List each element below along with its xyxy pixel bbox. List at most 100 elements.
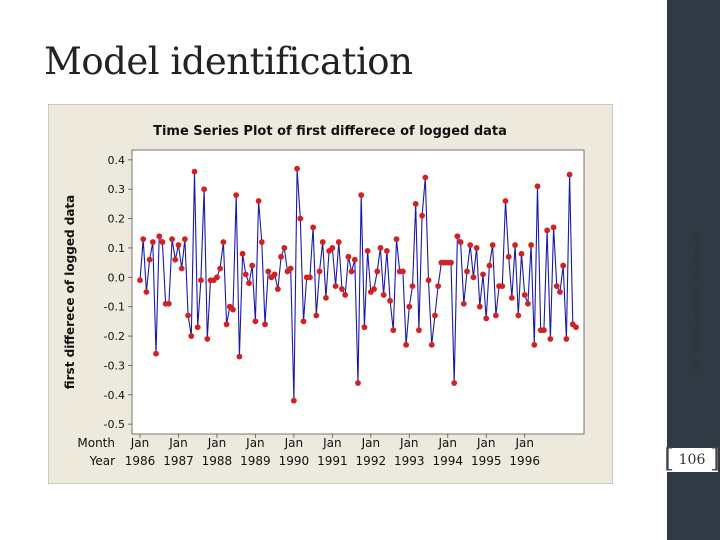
data-point <box>361 324 368 331</box>
x-tick-month-label: Jan <box>284 436 304 450</box>
data-point <box>300 318 307 325</box>
data-point <box>518 250 525 257</box>
data-point <box>544 227 551 234</box>
x-row-label-year: Year <box>89 454 115 468</box>
data-point <box>480 271 486 278</box>
data-point <box>550 224 557 231</box>
data-point <box>265 268 272 275</box>
data-point <box>499 283 506 290</box>
data-point <box>236 353 243 360</box>
data-point <box>274 286 281 292</box>
data-point <box>255 198 262 204</box>
x-tick-month-label: Jan <box>130 436 150 450</box>
data-point <box>383 247 390 254</box>
data-point <box>573 324 579 331</box>
plot-area <box>131 149 585 435</box>
data-point <box>489 242 496 248</box>
y-tick-label: 0.1 <box>108 242 126 255</box>
data-point <box>307 274 313 281</box>
data-point <box>419 212 426 219</box>
data-point <box>262 321 268 328</box>
data-point <box>271 271 278 278</box>
x-row-label-month: Month <box>77 436 115 450</box>
data-point <box>313 312 320 319</box>
data-point <box>332 283 339 290</box>
data-point <box>252 318 259 325</box>
data-point <box>476 303 483 310</box>
x-tick-month-label: Jan <box>207 436 227 450</box>
data-point <box>521 292 528 298</box>
data-point <box>473 245 480 251</box>
data-point <box>483 315 490 322</box>
x-tick-year-label: 1992 <box>356 454 387 468</box>
y-tick-label: 0.0 <box>108 271 126 284</box>
data-point <box>560 262 567 269</box>
data-point <box>457 239 464 245</box>
data-point <box>512 242 518 248</box>
data-point <box>172 256 179 263</box>
data-point <box>390 327 397 334</box>
data-point <box>541 327 547 334</box>
x-tick-year-label: 1990 <box>279 454 310 468</box>
data-point <box>159 239 166 245</box>
data-point <box>534 183 541 190</box>
data-point <box>191 168 198 175</box>
data-point <box>143 289 150 295</box>
data-point <box>217 265 224 272</box>
y-tick-label: -0.5 <box>104 418 125 431</box>
slide-title: Model identification <box>44 40 413 83</box>
data-point <box>290 397 297 404</box>
data-point <box>335 239 342 245</box>
data-point <box>460 300 467 307</box>
x-tick-year-label: 1993 <box>394 454 425 468</box>
x-tick-month-label: Jan <box>514 436 534 450</box>
data-point <box>531 341 538 348</box>
data-point <box>342 292 349 298</box>
y-tick-label: -0.2 <box>104 330 125 343</box>
x-tick-year-label: 1995 <box>471 454 502 468</box>
data-point <box>351 256 358 263</box>
data-point <box>470 274 477 281</box>
data-point <box>297 215 304 222</box>
x-tick-month-label: Jan <box>245 436 264 450</box>
data-point <box>339 286 345 292</box>
data-point <box>515 312 522 319</box>
x-tick-month-label: Jan <box>168 436 188 450</box>
data-point <box>278 253 284 260</box>
data-point <box>467 242 474 248</box>
chart-panel: Time Series Plot of first differece of l… <box>47 103 614 485</box>
data-point <box>319 239 326 245</box>
x-tick-year-label: 1996 <box>509 454 540 468</box>
data-point <box>137 277 143 284</box>
data-point <box>547 336 554 342</box>
data-point <box>377 245 384 251</box>
data-point <box>198 277 204 284</box>
data-point <box>181 236 188 243</box>
data-point <box>223 321 230 328</box>
data-point <box>448 259 454 266</box>
data-point <box>428 341 435 348</box>
data-point <box>323 294 329 301</box>
x-tick-year-label: 1987 <box>163 454 194 468</box>
x-tick-month-label: Jan <box>438 436 458 450</box>
data-point <box>249 262 256 269</box>
data-point <box>416 327 422 334</box>
data-point <box>374 268 381 275</box>
chart-title: Time Series Plot of first differece of l… <box>153 124 507 139</box>
data-point <box>149 239 156 245</box>
data-point <box>387 297 393 304</box>
data-point <box>422 174 429 181</box>
data-point <box>258 239 265 245</box>
y-tick-label: -0.4 <box>104 389 125 402</box>
data-point <box>403 341 409 348</box>
data-point <box>185 312 191 319</box>
data-point <box>204 336 211 342</box>
x-tick-month-label: Jan <box>399 436 419 450</box>
data-point <box>294 165 300 172</box>
data-point <box>310 224 317 231</box>
data-point <box>399 268 406 275</box>
data-point <box>239 250 246 257</box>
data-point <box>140 236 147 243</box>
data-point <box>287 265 294 272</box>
data-point <box>380 292 387 298</box>
